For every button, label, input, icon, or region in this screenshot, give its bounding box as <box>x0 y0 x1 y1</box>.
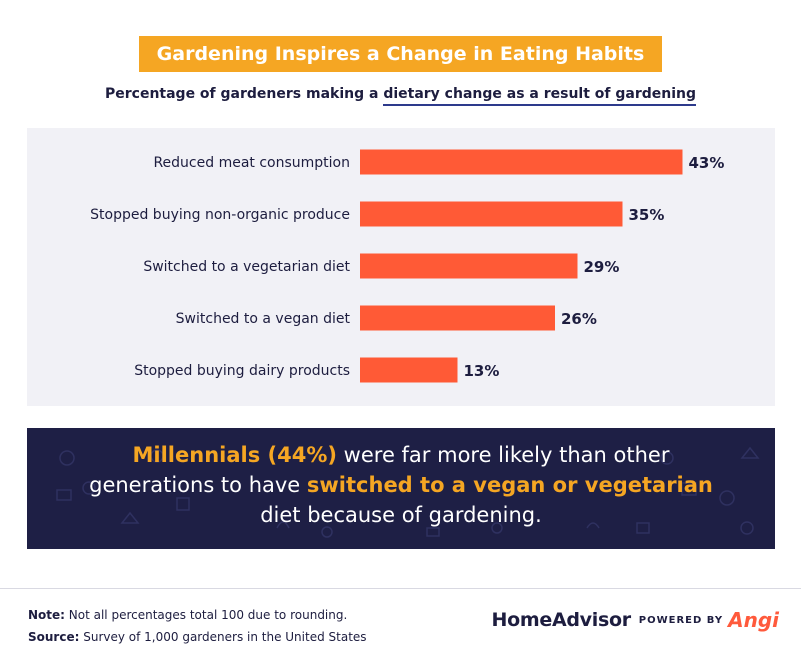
bar <box>360 201 623 227</box>
subtitle-prefix: Percentage of gardeners making a <box>104 86 384 102</box>
note-label: Note: <box>28 608 65 622</box>
callout-highlight-millennials: Millennials (44%) <box>132 443 337 467</box>
category-label: Switched to a vegetarian diet <box>143 259 350 275</box>
note-text: Not all percentages total 100 due to rou… <box>64 608 348 622</box>
value-label: 13% <box>464 362 500 380</box>
bar <box>360 305 555 331</box>
bar <box>360 357 458 383</box>
footer-divider <box>0 588 801 589</box>
source-label: Source: <box>28 630 80 644</box>
brand-logo: HomeAdvisor POWERED BY Angi <box>492 608 780 632</box>
callout-highlight-diet: switched to a vegan or vegetarian <box>306 473 713 497</box>
category-label: Reduced meat consumption <box>153 155 350 171</box>
note-line: Note: Not all percentages total 100 due … <box>28 604 367 626</box>
chart-subtitle: Percentage of gardeners making a dietary… <box>0 86 801 106</box>
category-label: Stopped buying dairy products <box>134 363 350 379</box>
powered-by-text: POWERED BY <box>638 614 724 626</box>
chart-panel: Reduced meat consumption 43% Stopped buyin… <box>27 128 775 406</box>
value-label: 29% <box>584 258 620 276</box>
garden-pattern-decoration <box>56 446 760 538</box>
homeadvisor-logo: HomeAdvisor <box>491 609 632 631</box>
value-label: 26% <box>561 310 597 328</box>
callout-panel: Millennials (44%) were far more likely t… <box>27 428 775 549</box>
footer-notes: Note: Not all percentages total 100 due … <box>28 604 367 648</box>
source-text: Survey of 1,000 gardeners in the United … <box>79 630 367 644</box>
bar <box>360 253 578 279</box>
angi-logo: Angi <box>728 608 779 632</box>
title-container: Gardening Inspires a Change in Eating Ha… <box>0 36 801 72</box>
callout-text-part1: were far more likely than other generati… <box>89 443 670 497</box>
category-label: Switched to a vegan diet <box>176 311 351 327</box>
source-line: Source: Survey of 1,000 gardeners in the… <box>28 626 367 648</box>
value-label: 43% <box>689 154 725 172</box>
category-label: Stopped buying non-organic produce <box>90 207 350 223</box>
callout-text: Millennials (44%) were far more likely t… <box>67 440 735 530</box>
chart-title: Gardening Inspires a Change in Eating Ha… <box>138 36 663 72</box>
subtitle-underlined: dietary change as a result of gardening <box>383 86 697 106</box>
bar-chart: Reduced meat consumption 43% Stopped buyin… <box>90 149 725 383</box>
bar <box>360 149 683 175</box>
callout-text-part2: diet because of gardening. <box>260 503 542 527</box>
value-label: 35% <box>629 206 665 224</box>
